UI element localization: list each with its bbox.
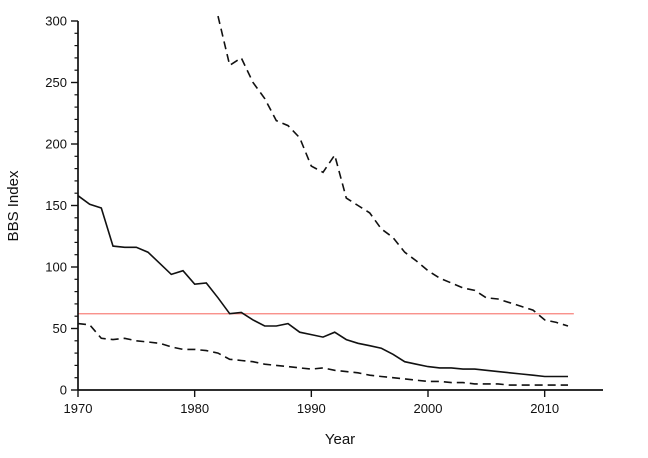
x-tick-label: 2000	[414, 401, 443, 416]
y-tick-label: 50	[53, 321, 67, 336]
series-upper-dashed-line	[217, 15, 569, 327]
y-tick-label: 300	[45, 14, 67, 29]
y-tick-label: 100	[45, 260, 67, 275]
x-axis-label: Year	[325, 431, 355, 448]
series-lower-dashed-line	[77, 322, 568, 386]
plot-layer: 0 50 100 150 200 250 300 1970 1980 1990 2000 2010	[45, 14, 603, 416]
y-tick-label: 150	[45, 198, 67, 213]
series-solid-line	[77, 195, 568, 378]
x-tick-label: 1970	[64, 401, 93, 416]
y-tick-label: 250	[45, 75, 67, 90]
x-tick-label: 2010	[530, 401, 559, 416]
y-axis-label: BBS Index	[5, 170, 22, 241]
x-tick-label: 1990	[297, 401, 326, 416]
y-tick-label: 0	[60, 383, 67, 398]
x-tick-label: 1980	[180, 401, 209, 416]
y-tick-label: 200	[45, 137, 67, 152]
